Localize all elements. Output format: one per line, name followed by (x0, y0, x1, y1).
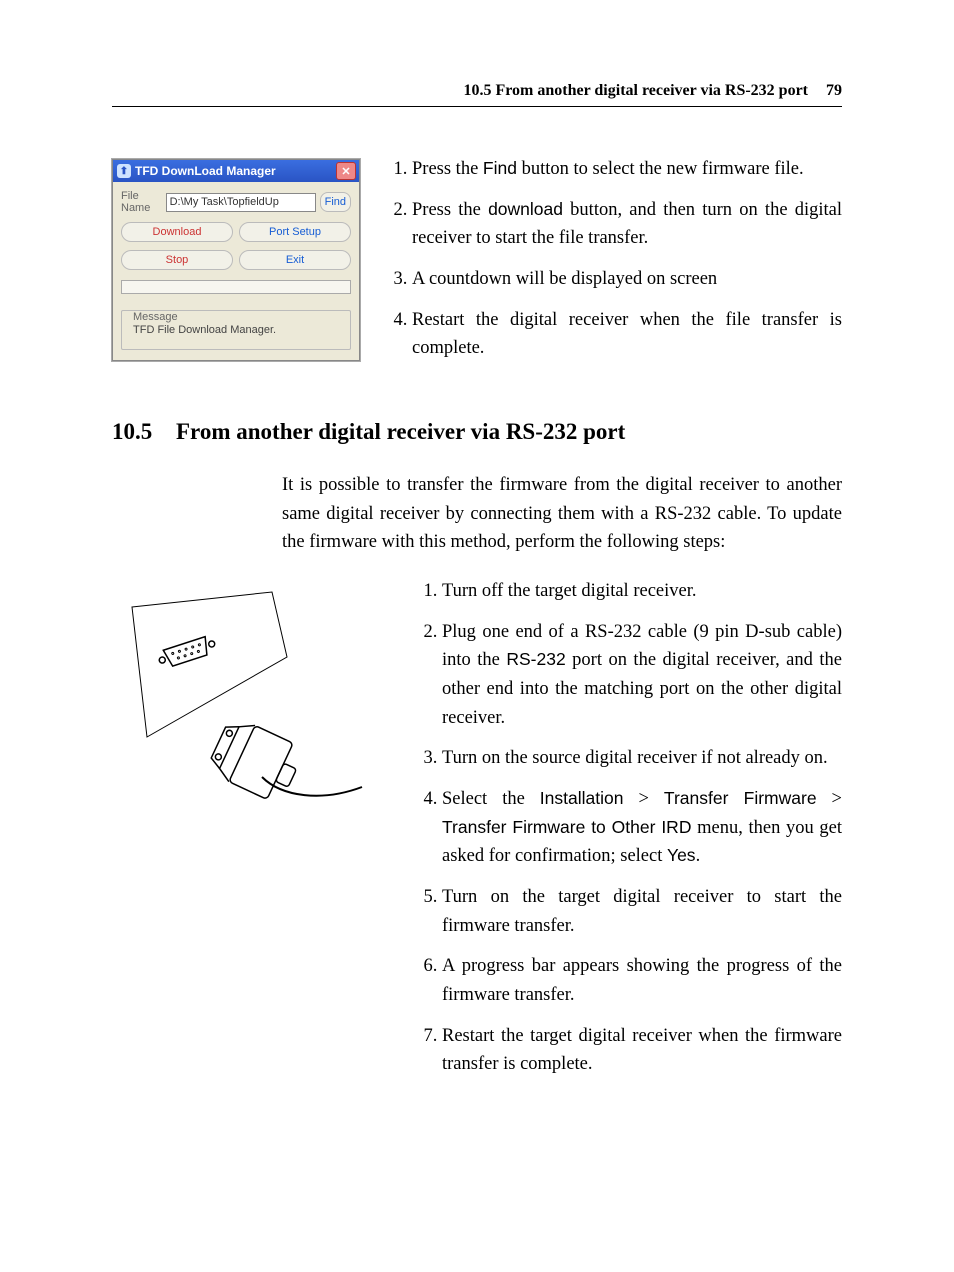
message-label: Message (129, 311, 182, 323)
section-number: 10.5 (112, 419, 158, 445)
steps-list-a: Press the Find button to select the new … (390, 155, 842, 375)
list-item: A progress bar appears showing the progr… (442, 952, 842, 1009)
list-item: Press the Find button to select the new … (412, 155, 842, 184)
dialog-screenshot: ⬆ TFD DownLoad Manager ✕ File Name Find … (112, 155, 362, 375)
list-item: Press the download button, and then turn… (412, 196, 842, 253)
app-icon: ⬆ (117, 164, 131, 178)
section-title: From another digital receiver via RS-232… (176, 419, 625, 445)
running-header: 10.5 From another digital receiver via R… (112, 82, 842, 107)
section-heading: 10.5 From another digital receiver via R… (112, 419, 842, 445)
ui-term: Find (483, 158, 517, 178)
ui-term: Transfer Firmware to Other IRD (442, 817, 691, 837)
list-item: Turn on the target digital receiver to s… (442, 883, 842, 940)
port-setup-button[interactable]: Port Setup (239, 222, 351, 242)
ui-term: Transfer Firmware (664, 788, 817, 808)
progress-bar (121, 280, 351, 294)
list-item: Turn off the target digital receiver. (442, 577, 842, 606)
download-button[interactable]: Download (121, 222, 233, 242)
file-name-label: File Name (121, 190, 162, 214)
rs232-cable-illustration (112, 577, 392, 1091)
list-item: A countdown will be displayed on screen (412, 265, 842, 294)
steps-list-b: Turn off the target digital receiver. Pl… (420, 577, 842, 1091)
close-icon[interactable]: ✕ (336, 162, 356, 180)
ui-term: RS-232 (506, 649, 565, 669)
dialog-title: TFD DownLoad Manager (135, 164, 276, 178)
ui-term: Installation (540, 788, 624, 808)
file-name-input[interactable] (166, 193, 316, 212)
message-text: TFD File Download Manager. (129, 324, 343, 336)
list-item: Restart the target digital receiver when… (442, 1022, 842, 1079)
exit-button[interactable]: Exit (239, 250, 351, 270)
list-item: Select the Installation > Transfer Firmw… (442, 785, 842, 871)
header-text: 10.5 From another digital receiver via R… (463, 82, 808, 99)
ui-term: download (488, 199, 563, 219)
stop-button[interactable]: Stop (121, 250, 233, 270)
list-item: Restart the digital receiver when the fi… (412, 306, 842, 363)
intro-paragraph: It is possible to transfer the firmware … (282, 471, 842, 557)
page-number: 79 (826, 82, 842, 99)
list-item: Turn on the source digital receiver if n… (442, 744, 842, 773)
find-button[interactable]: Find (320, 192, 351, 212)
ui-term: Yes (667, 845, 696, 865)
list-item: Plug one end of a RS-232 cable (9 pin D-… (442, 618, 842, 733)
